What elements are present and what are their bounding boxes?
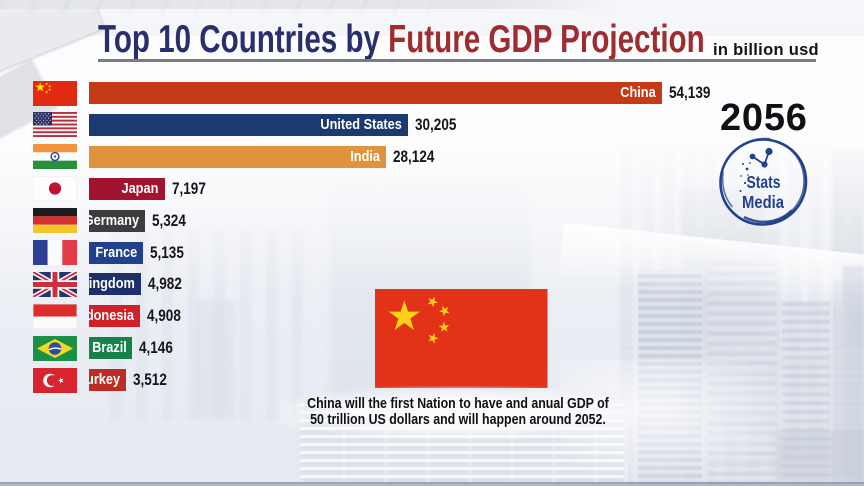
svg-text:Media: Media [742, 192, 784, 212]
svg-text:Stats: Stats [747, 172, 781, 192]
